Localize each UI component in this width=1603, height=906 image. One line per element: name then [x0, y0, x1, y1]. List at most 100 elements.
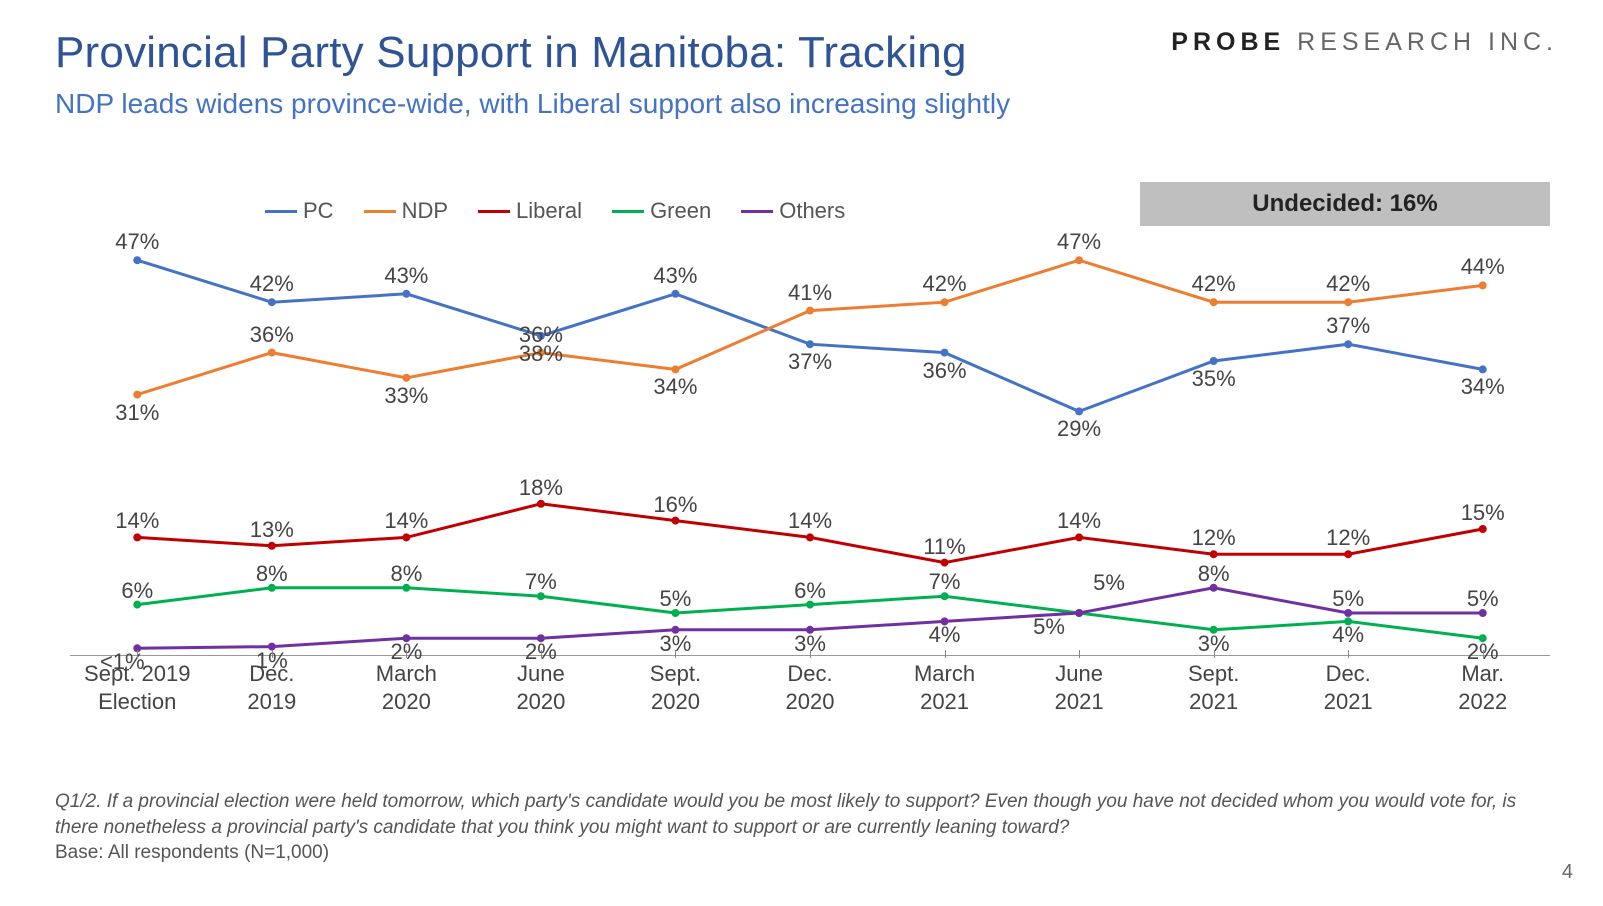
series-marker — [1210, 550, 1218, 558]
data-label: 5% — [1332, 586, 1364, 612]
chart-container: Undecided: 16% PC NDP Liberal Green Others 4… — [70, 180, 1550, 740]
legend-label: PC — [303, 198, 334, 224]
data-label: 44% — [1461, 254, 1505, 280]
series-marker — [941, 349, 949, 357]
x-tick: Sept. 2019 Election — [70, 660, 205, 715]
data-label: 12% — [1326, 525, 1370, 551]
data-label: 4% — [929, 622, 961, 648]
legend-item-ndp: NDP — [364, 198, 448, 224]
series-marker — [402, 533, 410, 541]
x-tick: Dec. 2019 — [205, 660, 340, 715]
data-label: 15% — [1461, 500, 1505, 526]
legend-swatch — [364, 210, 396, 213]
data-label: 14% — [1057, 508, 1101, 534]
data-label: 36% — [923, 358, 967, 384]
x-tick: June 2020 — [474, 660, 609, 715]
series-marker — [402, 290, 410, 298]
series-marker — [268, 298, 276, 306]
series-marker — [806, 340, 814, 348]
series-marker — [133, 391, 141, 399]
legend-item-others: Others — [741, 198, 845, 224]
data-label: 7% — [525, 569, 557, 595]
data-label: 37% — [1326, 313, 1370, 339]
legend-label: Liberal — [516, 198, 582, 224]
legend-swatch — [741, 210, 773, 213]
legend-item-liberal: Liberal — [478, 198, 582, 224]
data-label: 5% — [1033, 614, 1065, 640]
data-label: 43% — [384, 263, 428, 289]
logo: PROBE RESEARCH INC. — [1171, 28, 1558, 57]
data-label: 5% — [1467, 586, 1499, 612]
data-label: 35% — [1192, 366, 1236, 392]
series-marker — [941, 559, 949, 567]
legend-item-pc: PC — [265, 198, 334, 224]
data-label: 14% — [115, 508, 159, 534]
data-label: 42% — [1192, 271, 1236, 297]
data-label: 8% — [390, 561, 422, 587]
data-label: 14% — [788, 508, 832, 534]
x-tick: Sept. 2021 — [1146, 660, 1281, 715]
legend: PC NDP Liberal Green Others — [265, 198, 845, 224]
x-tick: March 2021 — [877, 660, 1012, 715]
data-label: 11% — [923, 534, 965, 560]
data-label: 8% — [256, 561, 288, 587]
legend-item-green: Green — [612, 198, 711, 224]
data-label: 47% — [115, 229, 159, 255]
data-label: 36% — [519, 322, 563, 348]
data-label: 6% — [121, 578, 153, 604]
series-marker — [806, 307, 814, 315]
data-label: 42% — [250, 271, 294, 297]
legend-swatch — [612, 210, 644, 213]
page-title: Provincial Party Support in Manitoba: Tr… — [55, 28, 967, 78]
data-label: 6% — [794, 578, 826, 604]
data-label: 36% — [250, 322, 294, 348]
series-marker — [268, 349, 276, 357]
logo-bold: PROBE — [1171, 28, 1285, 56]
data-label: 13% — [250, 517, 294, 543]
footnote: Q1/2. If a provincial election were held… — [55, 789, 1533, 866]
x-tick: Dec. 2020 — [743, 660, 878, 715]
series-marker — [1344, 550, 1352, 558]
series-marker — [537, 500, 545, 508]
data-label: 33% — [384, 383, 428, 409]
footnote-question: Q1/2. If a provincial election were held… — [55, 791, 1516, 838]
data-label: 42% — [923, 271, 967, 297]
series-marker — [1479, 281, 1487, 289]
series-marker — [1344, 340, 1352, 348]
data-label: 12% — [1192, 525, 1236, 551]
data-label: 42% — [1326, 271, 1370, 297]
legend-swatch — [478, 210, 510, 213]
series-marker — [671, 290, 679, 298]
series-marker — [133, 256, 141, 264]
data-label: 34% — [1461, 374, 1505, 400]
data-label: 31% — [115, 400, 159, 426]
legend-label: Green — [650, 198, 711, 224]
data-label: 8% — [1198, 561, 1230, 587]
data-label: 16% — [653, 492, 697, 518]
data-label: 5% — [1093, 570, 1125, 596]
series-marker — [1344, 298, 1352, 306]
legend-label: Others — [779, 198, 845, 224]
x-axis: Sept. 2019 ElectionDec. 2019March 2020Ju… — [70, 660, 1550, 715]
data-label: 47% — [1057, 229, 1101, 255]
x-tick: Sept. 2020 — [608, 660, 743, 715]
logo-light: RESEARCH INC. — [1285, 28, 1558, 56]
series-marker — [1075, 609, 1083, 617]
data-label: 43% — [653, 263, 697, 289]
legend-swatch — [265, 210, 297, 213]
undecided-badge: Undecided: 16% — [1140, 182, 1550, 226]
x-tick: June 2021 — [1012, 660, 1147, 715]
series-marker — [806, 533, 814, 541]
data-label: 14% — [384, 508, 428, 534]
footnote-base: Base: All respondents (N=1,000) — [55, 842, 329, 863]
series-marker — [268, 542, 276, 550]
page-number: 4 — [1562, 861, 1573, 884]
data-label: 37% — [788, 349, 832, 375]
data-label: 7% — [929, 569, 961, 595]
series-marker — [402, 374, 410, 382]
series-marker — [133, 533, 141, 541]
series-marker — [1479, 525, 1487, 533]
plot-area: 47%42%43%38%43%37%36%29%35%37%34%31%36%3… — [70, 235, 1550, 655]
data-label: 34% — [653, 374, 697, 400]
x-tick: March 2020 — [339, 660, 474, 715]
